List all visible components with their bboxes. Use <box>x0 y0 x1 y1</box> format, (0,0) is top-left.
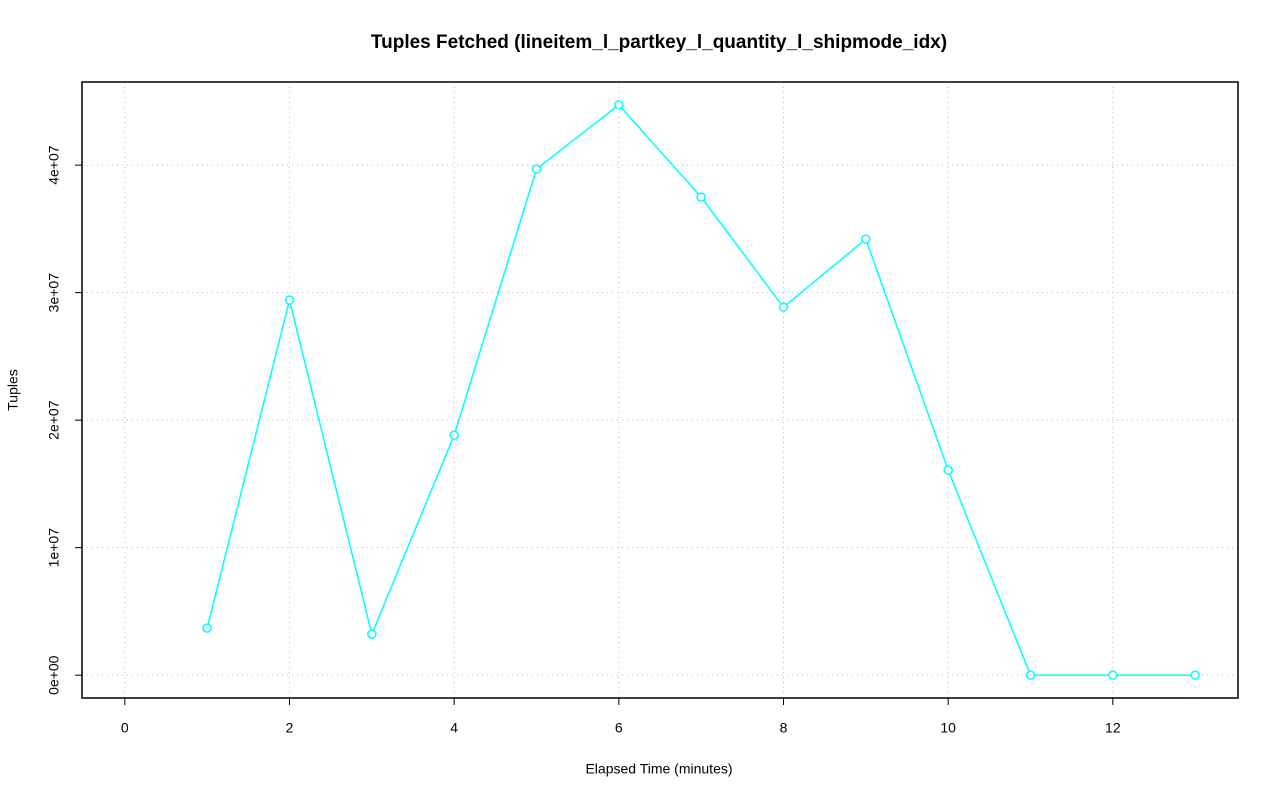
data-point <box>1025 670 1036 680</box>
data-point <box>778 302 789 312</box>
data-point <box>943 465 953 475</box>
data-point <box>284 295 295 305</box>
x-tick-label: 2 <box>286 720 294 736</box>
y-tick-label: 1e+07 <box>46 528 62 568</box>
y-tick-label: 0e+00 <box>46 655 62 695</box>
data-point <box>861 234 871 244</box>
x-tick-label: 6 <box>615 720 623 736</box>
x-tick-label: 0 <box>121 720 129 736</box>
data-point <box>367 629 377 639</box>
x-tick-label: 10 <box>940 720 956 736</box>
chart-title: Tuples Fetched (lineitem_l_partkey_l_qua… <box>371 32 947 53</box>
y-tick-label: 3e+07 <box>46 273 62 313</box>
data-point <box>202 623 212 633</box>
data-point <box>696 192 706 202</box>
plot-frame <box>81 81 1239 699</box>
data-point <box>449 430 459 440</box>
x-tick-label: 8 <box>780 720 788 736</box>
x-tick-label: 12 <box>1105 720 1121 736</box>
data-point <box>1190 670 1200 680</box>
data-point <box>531 164 542 174</box>
y-tick-label: 2e+07 <box>46 400 62 440</box>
data-point <box>1108 670 1118 680</box>
y-axis-label: Tuples <box>5 369 21 411</box>
data-line <box>206 103 1196 676</box>
x-axis-label: Elapsed Time (minutes) <box>585 761 732 777</box>
data-point <box>614 100 624 110</box>
y-tick-label: 4e+07 <box>46 145 62 185</box>
x-tick-label: 4 <box>450 720 458 736</box>
